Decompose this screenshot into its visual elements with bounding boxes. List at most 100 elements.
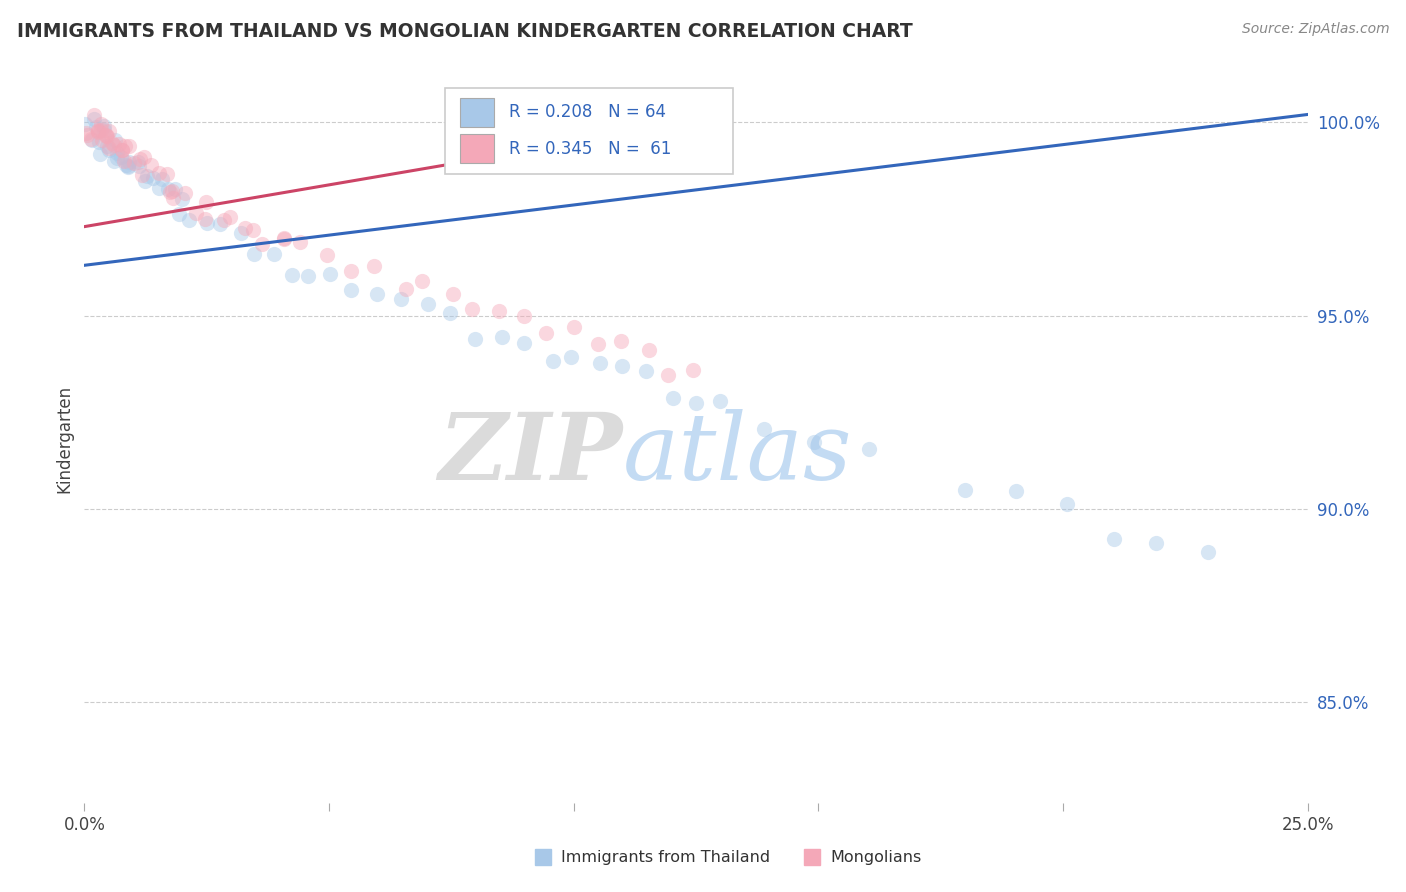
Point (243, 247, 266, 261)
Point (94, 128, 117, 143)
Point (75, 117, 97, 131)
Point (589, 356, 612, 370)
Point (94, 128, 117, 143)
Point (460, 301, 482, 316)
Point (114, 158, 136, 172)
Point (174, 186, 197, 201)
Point (562, 319, 585, 334)
Point (297, 269, 319, 284)
Point (97, 143, 120, 157)
Point (141, 158, 163, 172)
Point (194, 212, 217, 227)
Point (560, 350, 582, 364)
FancyBboxPatch shape (460, 97, 494, 127)
Point (170, 192, 193, 206)
Point (75, 126, 97, 140)
Point (87, 123, 110, 137)
Point (104, 133, 127, 147)
Point (340, 264, 363, 278)
Point (110, 150, 132, 164)
Point (98, 141, 121, 155)
Point (162, 184, 184, 198)
Point (263, 247, 285, 261)
Point (363, 260, 385, 274)
Point (541, 353, 564, 368)
Point (273, 231, 295, 245)
Point (195, 194, 218, 209)
Point (103, 138, 125, 153)
Point (80, 132, 103, 146)
Point (389, 292, 412, 306)
Point (112, 154, 135, 169)
Point (134, 150, 156, 164)
Text: Immigrants from Thailand: Immigrants from Thailand (561, 850, 770, 865)
Point (513, 336, 536, 351)
Point (464, 332, 486, 346)
Point (195, 216, 218, 230)
Point (167, 207, 190, 221)
Point (111, 144, 134, 158)
Point (657, 368, 679, 383)
Point (488, 304, 510, 318)
Point (229, 226, 252, 240)
Point (1056, 498, 1078, 512)
Point (107, 151, 129, 165)
Point (96, 139, 118, 153)
Point (179, 213, 201, 227)
Point (87, 125, 110, 139)
Point (219, 210, 242, 224)
Point (1102, 532, 1125, 546)
Point (439, 306, 461, 320)
Point (87, 124, 110, 138)
Point (233, 221, 256, 235)
Point (128, 159, 150, 173)
Text: Mongolians: Mongolians (831, 850, 922, 865)
Point (83, 112, 105, 127)
Point (90, 123, 112, 137)
Point (610, 334, 633, 349)
Point (366, 287, 388, 301)
Point (162, 191, 184, 205)
Point (610, 359, 633, 373)
Point (127, 155, 149, 169)
Point (441, 287, 464, 301)
Text: Source: ZipAtlas.com: Source: ZipAtlas.com (1241, 22, 1389, 37)
Point (83, 107, 105, 121)
Point (411, 274, 433, 288)
Point (76, 128, 98, 143)
Point (250, 236, 273, 251)
Point (91, 133, 114, 147)
Point (80, 133, 103, 147)
Point (315, 247, 337, 261)
Point (134, 174, 156, 188)
Point (148, 166, 170, 180)
Point (98, 124, 121, 138)
Point (636, 364, 658, 378)
Point (117, 160, 139, 174)
Point (709, 393, 731, 408)
Point (93, 122, 115, 136)
Point (209, 217, 232, 231)
Point (86, 120, 108, 135)
Point (682, 363, 704, 377)
Point (1197, 545, 1219, 559)
Point (212, 212, 235, 227)
Point (340, 283, 363, 297)
Point (117, 155, 139, 169)
Point (114, 139, 136, 153)
Point (136, 169, 159, 183)
Text: ZIP: ZIP (439, 409, 623, 499)
Point (142, 170, 165, 185)
Text: IMMIGRANTS FROM THAILAND VS MONGOLIAN KINDERGARTEN CORRELATION CHART: IMMIGRANTS FROM THAILAND VS MONGOLIAN KI… (17, 22, 912, 41)
FancyBboxPatch shape (460, 134, 494, 163)
Point (395, 282, 418, 296)
Point (288, 235, 311, 250)
Y-axis label: Kindergarten: Kindergarten (55, 385, 73, 493)
Point (156, 167, 179, 181)
Point (754, 421, 776, 435)
Point (148, 181, 170, 195)
Point (105, 146, 128, 161)
Point (93, 119, 115, 133)
Point (242, 222, 264, 236)
Point (662, 391, 685, 405)
